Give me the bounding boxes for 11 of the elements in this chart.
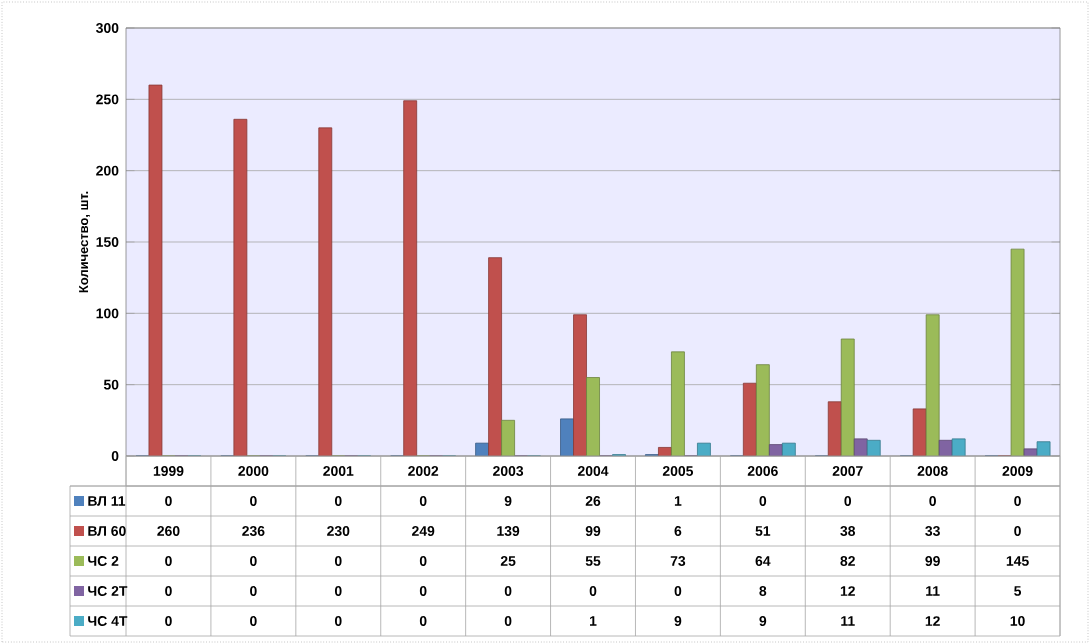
bar bbox=[573, 314, 587, 456]
bar bbox=[488, 257, 502, 456]
bar bbox=[671, 351, 685, 456]
bar bbox=[755, 364, 770, 456]
bar bbox=[840, 338, 855, 456]
bar bbox=[318, 127, 333, 456]
bar bbox=[827, 401, 842, 456]
bar bbox=[925, 314, 940, 456]
bar bbox=[586, 377, 600, 456]
bar bbox=[403, 100, 418, 456]
bar bbox=[742, 382, 757, 456]
